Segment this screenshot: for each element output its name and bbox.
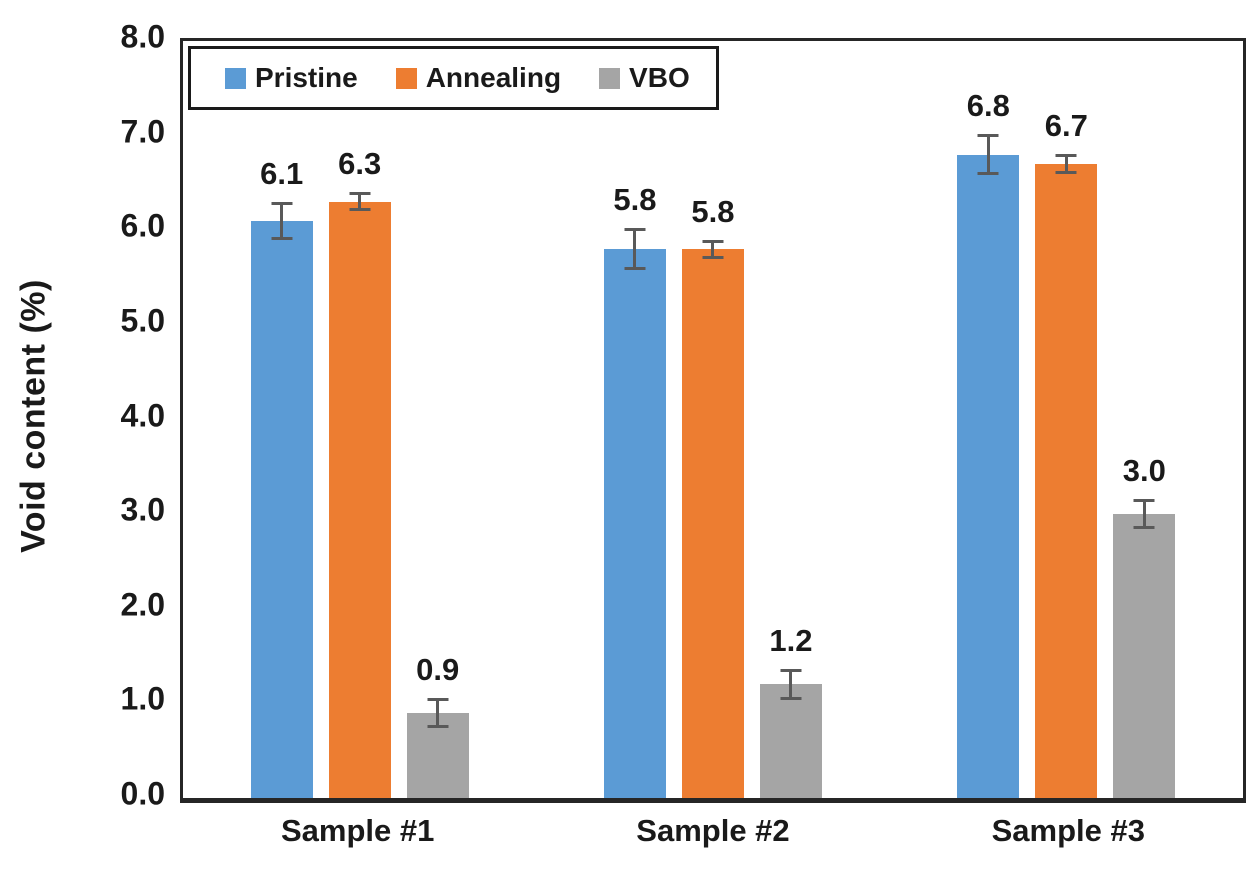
x-axis-labels: Sample #1 Sample #2 Sample #3 bbox=[180, 812, 1246, 849]
error-bar-cap-top bbox=[780, 669, 802, 673]
error-bar bbox=[1055, 153, 1077, 175]
error-bar-cap-bottom bbox=[1133, 526, 1155, 530]
legend-item-pristine: Pristine bbox=[225, 64, 358, 92]
plot-area: 6.1 6.3 0.9 5.8 5.8 1.2 6.8 6.7 3.0 Pristine Anne… bbox=[180, 38, 1246, 803]
bar-pristine-sample-1: 6.1 bbox=[250, 158, 313, 798]
bar-group-sample-1: 6.1 6.3 0.9 bbox=[183, 41, 536, 798]
bar-pristine-sample-3: 6.8 bbox=[957, 90, 1020, 798]
error-bar-cap-top bbox=[1133, 499, 1155, 502]
bar-vbo-sample-3: 3.0 bbox=[1113, 455, 1176, 798]
x-category-label-sample-3: Sample #3 bbox=[991, 813, 1145, 848]
error-bar bbox=[349, 192, 371, 212]
error-bar bbox=[271, 201, 293, 240]
error-bar-line bbox=[1142, 499, 1146, 530]
error-bar-line bbox=[280, 201, 284, 240]
bar-value-label: 3.0 bbox=[1122, 453, 1166, 488]
error-bar-cap-bottom bbox=[271, 236, 293, 240]
y-tick-label: 1.0 bbox=[120, 681, 165, 718]
error-bar-line bbox=[1064, 153, 1068, 175]
bar-annealing-sample-3: 6.7 bbox=[1035, 110, 1098, 798]
error-bar bbox=[780, 669, 802, 700]
y-tick-label: 6.0 bbox=[120, 207, 165, 244]
error-bar-line bbox=[789, 669, 793, 700]
error-bar bbox=[1133, 499, 1155, 530]
legend-swatch-icon bbox=[395, 67, 417, 89]
y-axis-title: Void content (%) bbox=[14, 279, 53, 553]
x-category-label-sample-1: Sample #1 bbox=[280, 813, 435, 848]
legend-item-annealing: Annealing bbox=[395, 62, 562, 93]
error-bar-cap-top bbox=[271, 201, 293, 205]
error-bar-cap-bottom bbox=[702, 255, 724, 259]
error-bar-line bbox=[711, 239, 715, 259]
error-bar-cap-top bbox=[349, 192, 371, 196]
legend-swatch-icon bbox=[599, 67, 621, 89]
bar-groups: 6.1 6.3 0.9 5.8 5.8 1.2 6.8 6.7 3.0 bbox=[183, 41, 1243, 798]
bar-value-label: 6.3 bbox=[338, 146, 382, 182]
y-tick-label: 5.0 bbox=[120, 302, 165, 339]
error-bar-cap-top bbox=[1055, 153, 1077, 157]
legend-item-vbo: VBO bbox=[599, 64, 690, 92]
legend-swatch-icon bbox=[225, 67, 246, 89]
error-bar-cap-bottom bbox=[624, 267, 646, 270]
bar-value-label: 5.8 bbox=[613, 182, 657, 218]
error-bar bbox=[624, 228, 646, 270]
error-bar-cap-top bbox=[977, 133, 999, 137]
bar-annealing-sample-2: 5.8 bbox=[681, 196, 744, 798]
bar-annealing-sample-1: 6.3 bbox=[328, 148, 391, 798]
bar-value-label: 5.8 bbox=[691, 193, 735, 229]
bar-group-sample-3: 6.8 6.7 3.0 bbox=[890, 41, 1243, 798]
error-bar-cap-top bbox=[702, 239, 724, 243]
bar-value-label: 6.7 bbox=[1044, 107, 1088, 143]
error-bar-line bbox=[633, 228, 637, 270]
bar-pristine-sample-2: 5.8 bbox=[603, 184, 666, 798]
y-tick-label: 3.0 bbox=[120, 491, 165, 528]
legend-label: Annealing bbox=[425, 62, 562, 93]
error-bar-line bbox=[986, 133, 990, 176]
bar-group-sample-2: 5.8 5.8 1.2 bbox=[536, 41, 889, 798]
y-tick-label: 2.0 bbox=[120, 586, 165, 623]
bar-value-label: 0.9 bbox=[416, 651, 460, 687]
error-bar-line bbox=[358, 192, 362, 212]
error-bar bbox=[702, 239, 724, 259]
legend: Pristine Annealing VBO bbox=[188, 46, 719, 110]
error-bar-cap-bottom bbox=[1055, 171, 1077, 175]
error-bar-cap-top bbox=[624, 228, 646, 232]
error-bar-cap-bottom bbox=[780, 696, 802, 700]
error-bar-cap-bottom bbox=[427, 724, 449, 728]
bar-vbo-sample-2: 1.2 bbox=[759, 625, 822, 798]
error-bar bbox=[977, 133, 999, 176]
y-tick-label: 4.0 bbox=[120, 397, 165, 434]
bar-value-label: 1.2 bbox=[769, 623, 813, 659]
bar-vbo-sample-1: 0.9 bbox=[406, 654, 469, 798]
bar-value-label: 6.1 bbox=[260, 155, 304, 191]
legend-label: VBO bbox=[629, 62, 690, 93]
error-bar-cap-bottom bbox=[977, 172, 999, 176]
legend-label: Pristine bbox=[255, 62, 358, 93]
error-bar-cap-top bbox=[427, 697, 449, 701]
y-tick-label: 8.0 bbox=[120, 18, 165, 55]
error-bar bbox=[427, 697, 449, 728]
x-category-label-sample-2: Sample #2 bbox=[636, 813, 790, 848]
error-bar-cap-bottom bbox=[349, 208, 371, 212]
bar-value-label: 6.8 bbox=[966, 87, 1010, 123]
y-tick-label: 7.0 bbox=[120, 113, 165, 150]
error-bar-line bbox=[436, 697, 440, 728]
y-tick-label: 0.0 bbox=[120, 775, 165, 812]
